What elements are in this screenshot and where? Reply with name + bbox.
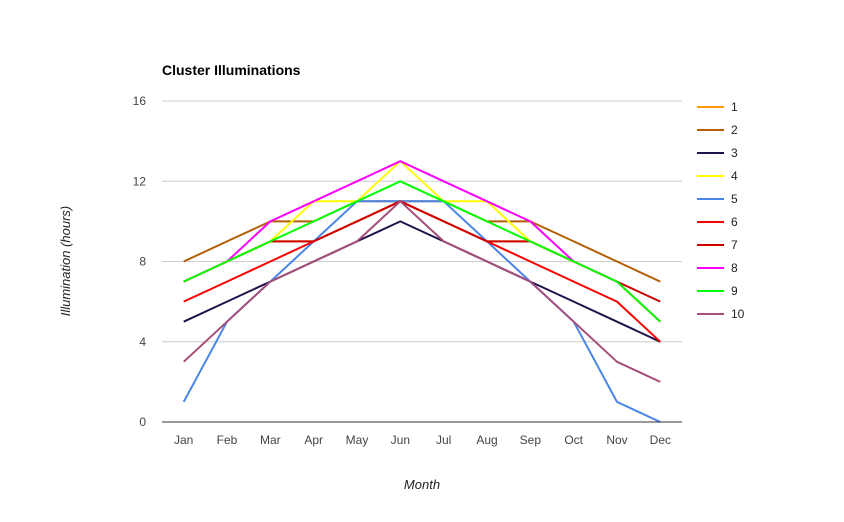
legend-item-10: 10 — [697, 307, 745, 321]
x-tick-label: Aug — [476, 433, 497, 447]
legend-item-1: 1 — [697, 100, 738, 114]
x-tick-label: Oct — [564, 433, 583, 447]
x-tick-label: Jun — [391, 433, 410, 447]
legend-item-6: 6 — [697, 215, 738, 229]
legend-label: 2 — [731, 123, 738, 137]
x-tick-label: Mar — [260, 433, 281, 447]
y-tick-label: 16 — [133, 94, 147, 108]
legend-label: 10 — [731, 307, 745, 321]
x-tick-label: Jan — [174, 433, 193, 447]
legend: 1 2 3 4 5 6 7 8 9 10 — [697, 100, 745, 321]
series-line-7 — [183, 200, 661, 303]
series-line-10 — [183, 200, 661, 383]
legend-item-3: 3 — [697, 146, 738, 160]
legend-label: 6 — [731, 215, 738, 229]
legend-item-5: 5 — [697, 192, 738, 206]
legend-item-2: 2 — [697, 123, 738, 137]
y-tick-label: 0 — [139, 415, 146, 429]
x-tick-label: Apr — [304, 433, 323, 447]
legend-label: 4 — [731, 169, 738, 183]
y-axis-ticks: 0 4 8 12 16 — [133, 94, 147, 429]
x-axis-label: Month — [404, 477, 440, 492]
legend-label: 7 — [731, 238, 738, 252]
x-tick-label: Feb — [217, 433, 238, 447]
y-axis-label: Illumination (hours) — [58, 206, 73, 317]
legend-label: 9 — [731, 284, 738, 298]
x-tick-label: May — [346, 433, 369, 447]
chart-title: Cluster Illuminations — [162, 62, 301, 78]
legend-item-7: 7 — [697, 238, 738, 252]
x-tick-label: Jul — [436, 433, 451, 447]
legend-item-9: 9 — [697, 284, 738, 298]
legend-item-4: 4 — [697, 169, 738, 183]
x-tick-label: Nov — [606, 433, 627, 447]
series-line-9 — [183, 180, 661, 323]
legend-label: 1 — [731, 100, 738, 114]
series-line-8 — [183, 160, 661, 323]
legend-label: 8 — [731, 261, 738, 275]
series-line-4 — [183, 160, 661, 323]
series-lines — [182, 160, 661, 423]
y-tick-label: 12 — [133, 174, 147, 188]
legend-item-8: 8 — [697, 261, 738, 275]
x-axis-ticks: Jan Feb Mar Apr May Jun Jul Aug Sep Oct Nov Dec — [174, 433, 671, 447]
x-tick-label: Dec — [650, 433, 671, 447]
series-line-3 — [183, 220, 661, 343]
x-tick-label: Sep — [520, 433, 542, 447]
y-tick-label: 4 — [139, 335, 146, 349]
legend-label: 3 — [731, 146, 738, 160]
y-tick-label: 8 — [139, 255, 146, 269]
legend-label: 5 — [731, 192, 738, 206]
